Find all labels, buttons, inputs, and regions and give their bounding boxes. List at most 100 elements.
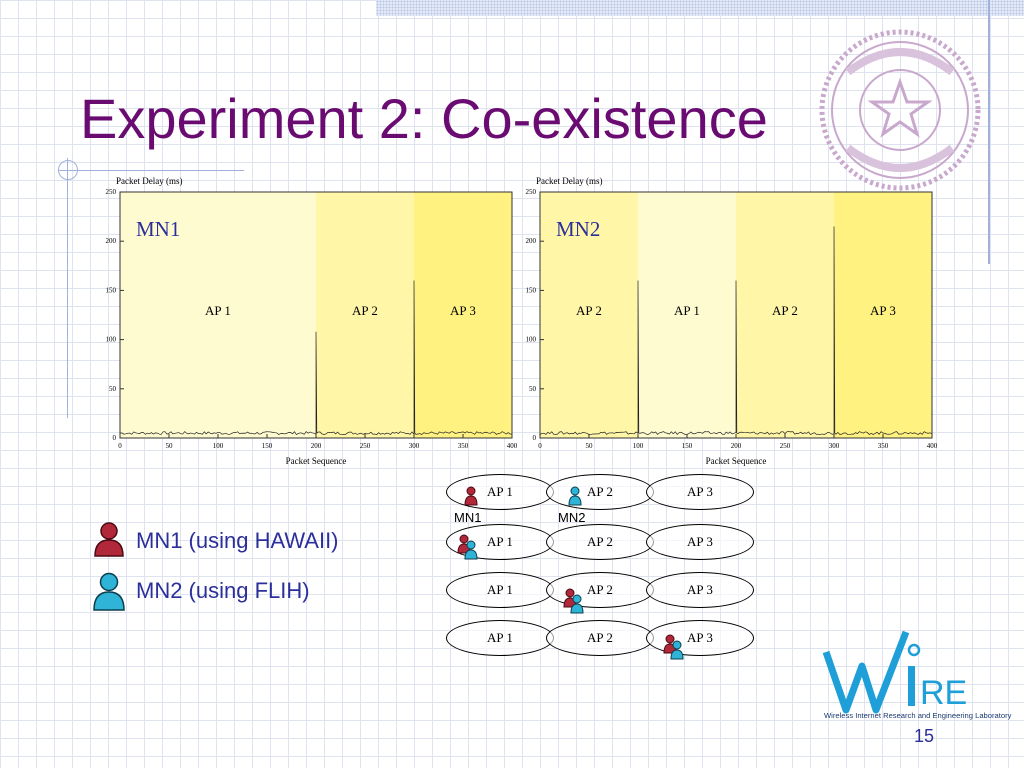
- row1-ap2-cell: AP 2: [546, 474, 654, 510]
- row2-ap3-cell: AP 3: [646, 524, 754, 560]
- logo-wordmark-text: RE: [920, 674, 967, 712]
- mn-pair-icon: [563, 588, 584, 614]
- row4-ap1-cell: AP 1: [446, 620, 554, 656]
- y-axis-label: Packet Delay (ms): [116, 176, 182, 186]
- logo-tagline: Wireless Internet Research and Engineeri…: [824, 711, 1012, 720]
- region-band: [834, 192, 932, 438]
- x-tick-label: 0: [538, 442, 542, 450]
- mn1-delay-chart: AP 1 AP 2 AP 3 MN1 Packet Delay (ms) Packet S…: [96, 174, 526, 473]
- left-divider-line: [67, 158, 68, 418]
- delay-series-line: [539, 226, 933, 435]
- wire-logo: RE Wireless Internet Research and Engine…: [822, 622, 1018, 727]
- region-label: AP 2: [772, 303, 798, 318]
- ap-label: AP 3: [687, 582, 713, 597]
- region-band: [120, 192, 316, 438]
- university-seal: [818, 28, 982, 197]
- ap-label: AP 1: [487, 582, 513, 597]
- x-axis-label: Packet Sequence: [286, 456, 347, 466]
- y-tick-label: 200: [106, 237, 117, 245]
- region-band: [316, 192, 414, 438]
- ap-label: AP 3: [687, 534, 713, 549]
- delay-series-line: [119, 280, 513, 436]
- y-tick-label: 50: [529, 385, 537, 393]
- y-tick-label: 0: [533, 434, 537, 442]
- y-tick-label: 50: [109, 385, 117, 393]
- mn2-delay-chart: AP 2 AP 1 AP 2 AP 3 MN2 Packet Delay (ms) Pack…: [516, 174, 946, 473]
- row3-ap3-cell: AP 3: [646, 572, 754, 608]
- y-tick-label: 250: [526, 188, 537, 196]
- ap-label: AP 2: [587, 582, 613, 597]
- ap-label: AP 3: [687, 484, 713, 499]
- region-label: AP 2: [352, 303, 378, 318]
- y-tick-label: 100: [106, 336, 117, 344]
- legend-mn1-label: MN1 (using HAWAII): [136, 528, 339, 553]
- x-tick-label: 400: [927, 442, 938, 450]
- row1-ap1-cell: AP 1: [446, 474, 554, 510]
- x-tick-label: 200: [731, 442, 742, 450]
- row2-ap2-cell: AP 2: [546, 524, 654, 560]
- row4-ap3-cell: AP 3: [646, 620, 754, 656]
- region-band: [414, 192, 512, 438]
- x-tick-label: 250: [780, 442, 791, 450]
- region-label: AP 1: [674, 303, 700, 318]
- region-label: AP 1: [205, 303, 231, 318]
- row3-ap2-cell: AP 2: [546, 572, 654, 608]
- x-tick-label: 200: [311, 442, 322, 450]
- x-tick-label: 50: [166, 442, 174, 450]
- mn-pair-icon: [457, 534, 478, 560]
- region-band: [638, 192, 736, 438]
- handoff-diagram: AP 1 AP 2 AP 3 AP 1 AP 2 AP 3 AP 1 AP 2 …: [444, 472, 756, 662]
- mn2-node-label: MN2: [558, 510, 586, 525]
- region-label: AP 2: [576, 303, 602, 318]
- region-label: AP 3: [870, 303, 896, 318]
- x-tick-label: 50: [586, 442, 594, 450]
- title-underline: [58, 170, 244, 171]
- person-cyan-icon: [93, 572, 125, 611]
- row3-ap1-cell: AP 1: [446, 572, 554, 608]
- x-tick-label: 150: [262, 442, 273, 450]
- row1-ap3-cell: AP 3: [646, 474, 754, 510]
- right-divider-line: [988, 0, 990, 264]
- x-tick-label: 350: [458, 442, 469, 450]
- x-tick-label: 250: [360, 442, 371, 450]
- y-tick-label: 150: [526, 286, 537, 294]
- ap-label: AP 2: [587, 630, 613, 645]
- row4-ap2-cell: AP 2: [546, 620, 654, 656]
- mn-pair-icon: [663, 634, 684, 660]
- ap-label: AP 1: [487, 534, 513, 549]
- mn2-node-icon: [568, 486, 582, 506]
- panel-label: MN1: [136, 217, 180, 241]
- ap-label: AP 2: [587, 484, 613, 499]
- region-label: AP 3: [450, 303, 476, 318]
- ap-label: AP 1: [487, 484, 513, 499]
- person-red-icon: [94, 522, 124, 557]
- crosshair-ornament: [58, 160, 78, 180]
- x-tick-label: 100: [633, 442, 644, 450]
- ap-label: AP 1: [487, 630, 513, 645]
- y-tick-label: 100: [526, 336, 537, 344]
- x-tick-label: 400: [507, 442, 518, 450]
- ap-label: AP 3: [687, 630, 713, 645]
- x-tick-label: 150: [682, 442, 693, 450]
- x-axis-label: Packet Sequence: [706, 456, 767, 466]
- y-tick-label: 150: [106, 286, 117, 294]
- y-tick-label: 200: [526, 237, 537, 245]
- mn1-node-label: MN1: [454, 510, 482, 525]
- legend-mn2-label: MN2 (using FLIH): [136, 578, 310, 603]
- x-tick-label: 300: [829, 442, 840, 450]
- top-decoration-bar: [376, 0, 1024, 16]
- x-tick-label: 300: [409, 442, 420, 450]
- y-tick-label: 250: [106, 188, 117, 196]
- page-number: 15: [914, 726, 935, 746]
- region-band: [736, 192, 834, 438]
- y-tick-label: 0: [113, 434, 117, 442]
- ap-label: AP 2: [587, 534, 613, 549]
- x-tick-label: 0: [118, 442, 122, 450]
- mn1-node-icon: [464, 486, 478, 506]
- x-tick-label: 350: [878, 442, 889, 450]
- panel-label: MN2: [556, 217, 600, 241]
- y-axis-label: Packet Delay (ms): [536, 176, 602, 186]
- region-band: [540, 192, 638, 438]
- x-tick-label: 100: [213, 442, 224, 450]
- slide-title: Experiment 2: Co-existence: [80, 87, 768, 150]
